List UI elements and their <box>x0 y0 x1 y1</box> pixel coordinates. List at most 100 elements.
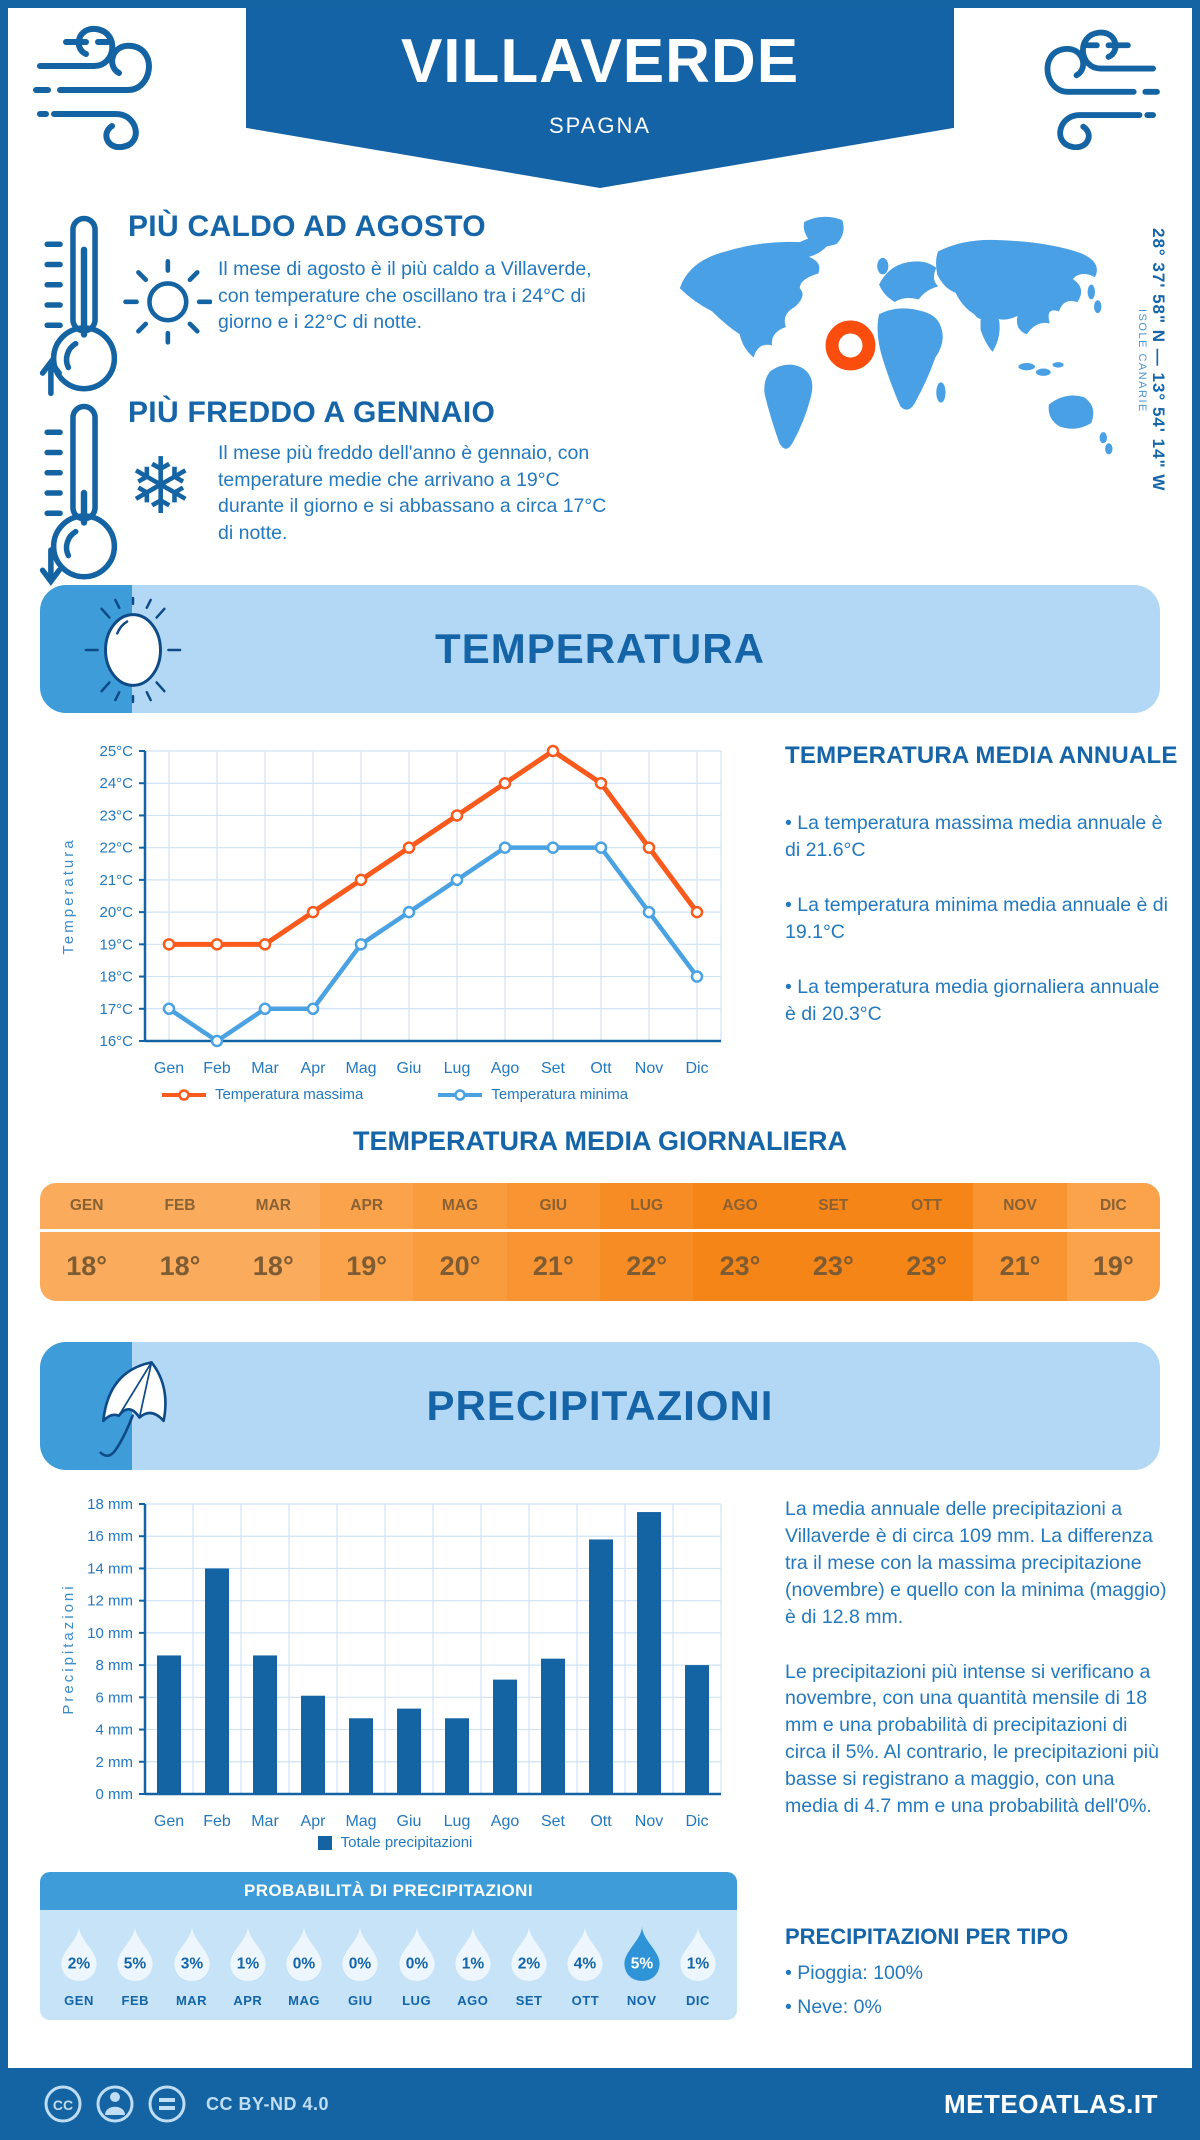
probability-drop-dic: 1% DIC <box>673 1923 723 2008</box>
daily-temperature-table: GEN 18° FEB 18° MAR 18° APR 19° MAG 20° GIU 21° LUG 2… <box>40 1183 1160 1301</box>
min-line-swatch <box>438 1088 483 1101</box>
svg-text:4 mm: 4 mm <box>96 1722 134 1739</box>
site-label: METEOATLAS.IT <box>943 2088 1158 2119</box>
temp-cell-month: AGO <box>693 1183 787 1232</box>
temp-cell-feb: FEB 18° <box>133 1183 227 1301</box>
precipitation-text: La media annuale delle precipitazioni a … <box>785 1496 1173 1848</box>
svg-text:3%: 3% <box>180 1956 203 1973</box>
temperature-chart-legend: Temperatura massima Temperatura minima <box>55 1086 735 1103</box>
svg-text:17°C: 17°C <box>99 1001 133 1018</box>
svg-text:Ago: Ago <box>491 1060 520 1077</box>
droplet-icon: 0% <box>399 1926 435 1981</box>
page-title: VILLAVERDE <box>400 27 800 96</box>
svg-text:Apr: Apr <box>301 1813 327 1830</box>
svg-text:Lug: Lug <box>444 1813 471 1830</box>
svg-text:5%: 5% <box>630 1956 653 1973</box>
temp-cell-dic: DIC 19° <box>1066 1183 1160 1301</box>
legend-min-label: Temperatura minima <box>491 1086 629 1103</box>
cc-icon: CC <box>44 2085 82 2123</box>
svg-text:18°C: 18°C <box>99 969 133 986</box>
svg-text:Temperatura: Temperatura <box>60 837 77 954</box>
svg-text:CC: CC <box>53 2097 73 2113</box>
temp-cell-value: 23° <box>906 1251 948 1281</box>
temp-cell-month: SET <box>786 1183 880 1232</box>
probability-drop-nov: 5% NOV <box>617 1923 667 2008</box>
map-europe <box>879 261 939 303</box>
annual-temperature-title: TEMPERATURA MEDIA ANNUALE <box>785 742 1178 769</box>
droplet-month-label: DIC <box>685 1993 710 2008</box>
precipitation-paragraph-1: La media annuale delle precipitazioni a … <box>785 1498 1167 1628</box>
temp-cell-value: 18° <box>66 1251 108 1281</box>
svg-text:10 mm: 10 mm <box>87 1625 133 1642</box>
svg-text:Nov: Nov <box>635 1813 663 1830</box>
svg-text:1%: 1% <box>237 1956 260 1973</box>
by-type-rain: • Pioggia: 100% <box>785 1962 924 1984</box>
droplet-icon: 3% <box>173 1926 210 1981</box>
thermometer-high-icon <box>39 215 118 397</box>
precipitation-bar-chart: 0 mm 2 mm 4 mm 6 mm 8 mm 10 mm 12 mm 14 mm 16 mm… <box>60 1496 722 1830</box>
thermometer-low-icon <box>39 403 118 586</box>
cc-by-icon <box>96 2085 134 2123</box>
droplet-month-label: AGO <box>457 1993 489 2008</box>
svg-text:8 mm: 8 mm <box>96 1657 134 1674</box>
svg-text:Set: Set <box>541 1060 566 1077</box>
cold-month-title: PIÙ FREDDO A GENNAIO <box>128 396 496 429</box>
svg-text:Feb: Feb <box>203 1813 231 1830</box>
bar-dic <box>685 1665 709 1794</box>
probability-drop-lug: 0% LUG <box>392 1923 442 2008</box>
probability-drop-feb: 5% FEB <box>110 1923 160 2008</box>
temp-cell-value: 18° <box>252 1251 294 1281</box>
svg-text:Giu: Giu <box>397 1060 422 1077</box>
svg-text:2%: 2% <box>68 1956 91 1973</box>
droplet-month-label: MAR <box>175 1993 208 2008</box>
probability-drop-set: 2% SET <box>504 1923 554 2008</box>
droplet-icon: 2% <box>61 1926 97 1981</box>
svg-text:0%: 0% <box>293 1956 316 1973</box>
temp-cell-value: 23° <box>812 1251 854 1281</box>
svg-text:0 mm: 0 mm <box>96 1786 134 1803</box>
map-greenland <box>803 216 844 247</box>
bar-apr <box>301 1695 325 1794</box>
precipitation-chart-legend: Totale precipitazioni <box>55 1834 735 1851</box>
precipitation-by-type-title: PRECIPITAZIONI PER TIPO <box>785 1924 1069 1949</box>
svg-text:Ago: Ago <box>491 1813 520 1830</box>
bar-ott <box>589 1539 613 1794</box>
daily-temperature-title: TEMPERATURA MEDIA GIORNALIERA <box>353 1126 847 1156</box>
probability-drop-mar: 3% MAR <box>167 1923 217 2008</box>
bar-lug <box>445 1718 469 1794</box>
temp-cell-month: DIC <box>1066 1183 1160 1232</box>
temp-cell-gen: GEN 18° <box>40 1183 134 1301</box>
hot-month-title: PIÙ CALDO AD AGOSTO <box>128 210 486 243</box>
droplet-month-label: FEB <box>121 1993 150 2008</box>
region-label: ISOLE CANARIE <box>1136 309 1148 413</box>
svg-text:20°C: 20°C <box>99 904 133 921</box>
temp-cell-ago: AGO 23° <box>693 1183 787 1301</box>
map-uk <box>877 257 889 275</box>
legend-item-max: Temperatura massima <box>161 1086 363 1103</box>
svg-text:22°C: 22°C <box>99 840 133 857</box>
map-madagascar <box>936 382 946 403</box>
precipitation-banner: PRECIPITAZIONI <box>40 1342 1160 1470</box>
droplet-icon: 1% <box>680 1926 716 1981</box>
map-africa <box>877 308 943 410</box>
temperature-banner-title: TEMPERATURA <box>435 625 765 672</box>
map-asia <box>936 239 1097 335</box>
temp-cell-value: 20° <box>439 1251 481 1281</box>
svg-text:24°C: 24°C <box>99 775 133 792</box>
map-australia <box>1048 395 1094 429</box>
svg-text:Feb: Feb <box>203 1060 231 1077</box>
svg-text:5%: 5% <box>124 1956 147 1973</box>
temp-cell-value: 18° <box>159 1251 201 1281</box>
footer: CC CC BY-ND 4.0 METEOATLAS.IT <box>0 2068 1200 2140</box>
droplet-icon: 5% <box>117 1926 153 1981</box>
temp-cell-month: APR <box>320 1183 414 1232</box>
svg-text:Mar: Mar <box>251 1060 279 1077</box>
droplet-month-label: MAG <box>288 1993 320 2008</box>
probability-title: PROBABILITÀ DI PRECIPITAZIONI <box>40 1872 737 1910</box>
world-map <box>652 196 1132 482</box>
temp-cell-value: 23° <box>719 1251 761 1281</box>
probability-droplets: 2% GEN 5% FEB 3% MAR 1% APR 0% MAG 0% GIU 0% LUG 1% AGO… <box>40 1910 737 2020</box>
svg-text:Ott: Ott <box>590 1813 612 1830</box>
svg-text:12 mm: 12 mm <box>87 1593 133 1610</box>
temp-cell-month: MAR <box>226 1183 320 1232</box>
